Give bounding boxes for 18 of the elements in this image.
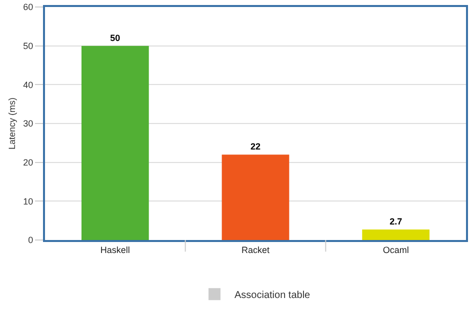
bar <box>362 230 430 240</box>
data-label: 2.7 <box>390 216 402 227</box>
y-axis-title: Latency (ms) <box>7 97 18 150</box>
x-tick-label: Racket <box>241 244 270 255</box>
y-tick-label: 40 <box>23 80 34 90</box>
data-label: 22 <box>250 142 261 152</box>
bar <box>81 46 149 240</box>
y-tick-label: 50 <box>23 40 34 51</box>
text: Association table <box>234 290 311 302</box>
data-label: 50 <box>110 32 120 43</box>
y-tick-label: 20 <box>23 157 34 168</box>
x-tick-label: Ocaml <box>382 244 409 255</box>
y-tick-label: 30 <box>23 118 34 129</box>
y-tick-label: 0 <box>28 235 34 246</box>
bar <box>222 154 290 240</box>
x-tick-label: Haskell <box>100 244 130 255</box>
y-tick-label: 10 <box>23 196 34 206</box>
y-tick-label: 60 <box>23 2 34 12</box>
